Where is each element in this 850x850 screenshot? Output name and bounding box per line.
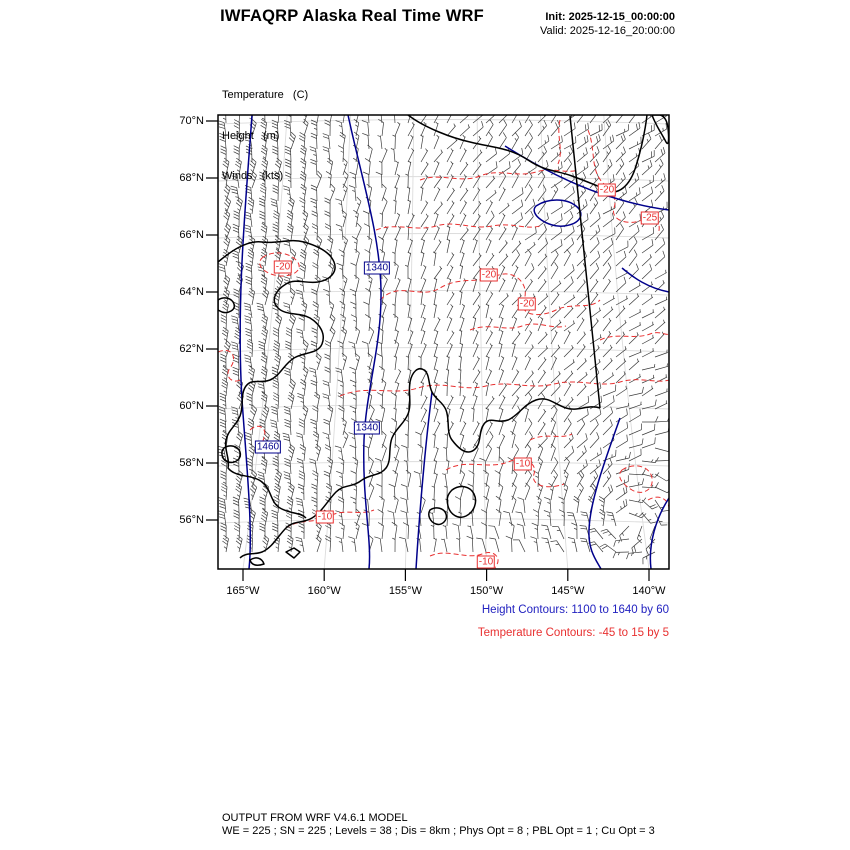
legend-height: Height (m) (222, 129, 280, 142)
lon-axis-label: 160°W (307, 585, 341, 597)
graticule-parallel (218, 518, 669, 524)
axis-ticks (206, 120, 650, 581)
temperature-contour-label: -20 (273, 260, 293, 274)
temperature-contour (379, 273, 601, 316)
graticule-parallel (218, 347, 669, 353)
lon-axis-label: 165°W (226, 585, 260, 597)
height-contour (415, 391, 433, 569)
temperature-contour (249, 425, 277, 450)
lon-axis-label: 150°W (470, 585, 504, 597)
lat-axis-label: 56°N (179, 514, 204, 526)
temperature-contour-label: -10 (476, 555, 496, 569)
temperature-contour-label: -20 (479, 268, 499, 282)
coastline (285, 547, 301, 559)
valid-timestamp: Valid: 2025-12-16_20:00:00 (540, 25, 675, 37)
graticule-meridian (603, 115, 650, 569)
lat-axis-label: 62°N (179, 343, 204, 355)
lon-axis-label: 145°W (551, 585, 585, 597)
lat-axis-label: 60°N (179, 400, 204, 412)
init-timestamp: Init: 2025-12-15_00:00:00 (545, 11, 675, 23)
timestamp-block: Init: 2025-12-15_00:00:00 Valid: 2025-12… (540, 10, 675, 38)
lon-axis-label: 140°W (632, 585, 666, 597)
temperature-contour (375, 223, 541, 231)
temperature-contour-label: -20 (517, 297, 537, 311)
temperature-contour-label: -10 (513, 457, 533, 471)
graticule-parallel (218, 290, 669, 296)
model-footer: OUTPUT FROM WRF V4.6.1 MODEL WE = 225 ; … (222, 812, 655, 838)
graticule-meridian (540, 115, 569, 569)
temperature-contour-label: -10 (315, 510, 335, 524)
temperature-contour (469, 323, 567, 331)
coastline (221, 445, 242, 464)
temperature-contour (259, 252, 300, 277)
model-settings-line: WE = 225 ; SN = 225 ; Levels = 38 ; Dis … (222, 825, 655, 837)
height-contour (347, 115, 382, 569)
coastline (569, 115, 601, 409)
lat-axis-label: 66°N (179, 229, 204, 241)
height-contour-label: 1460 (254, 440, 282, 454)
page-title: IWFAQRP Alaska Real Time WRF (220, 7, 484, 25)
graticule-parallel (218, 233, 669, 239)
temperature-contour (419, 169, 579, 181)
height-contour-label: 1340 (363, 261, 391, 275)
legend-temperature: Temperature (C) (222, 89, 309, 101)
height-contour (649, 497, 669, 569)
temperature-contour (557, 119, 561, 165)
model-source-line: OUTPUT FROM WRF V4.6.1 MODEL (222, 812, 408, 824)
height-contour (588, 417, 621, 569)
height-contour-label: 1340 (353, 421, 381, 435)
height-contour (533, 199, 582, 227)
temperature-contour-label: -25 (640, 211, 660, 225)
coastline (218, 297, 236, 314)
variable-legend: Temperature (C) Height (m) Winds (kts) (222, 62, 308, 211)
temperature-contour (529, 433, 573, 441)
graticule-parallel (218, 461, 669, 467)
coastline (361, 368, 601, 481)
lat-axis-label: 70°N (179, 115, 204, 127)
lat-axis-label: 64°N (179, 286, 204, 298)
height-contour-note: Height Contours: 1100 to 1640 by 60 (481, 604, 669, 616)
lat-axis-label: 58°N (179, 457, 204, 469)
temperature-contour (599, 332, 669, 341)
height-contour (621, 267, 669, 293)
coastline (249, 557, 265, 566)
temperature-contour (429, 552, 499, 569)
temperature-contour-note: Temperature Contours: -45 to 15 by 5 (477, 627, 669, 639)
lat-axis-label: 68°N (179, 172, 204, 184)
wind-barbs (218, 115, 669, 565)
coastline (428, 507, 448, 526)
graticule-parallel (218, 119, 669, 125)
temperature-contour (619, 465, 653, 493)
lon-axis-label: 155°W (388, 585, 422, 597)
coastline (218, 239, 336, 519)
coastline (239, 479, 363, 559)
temperature-contour (339, 379, 669, 397)
temperature-contour (218, 350, 241, 382)
graticule-meridian (476, 115, 488, 569)
temperature-contour-label: -20 (597, 183, 617, 197)
height-contour (239, 115, 253, 569)
coastline (407, 115, 648, 193)
legend-winds: Winds (kts) (222, 170, 284, 182)
map-frame (217, 114, 670, 570)
coastline (446, 485, 477, 518)
